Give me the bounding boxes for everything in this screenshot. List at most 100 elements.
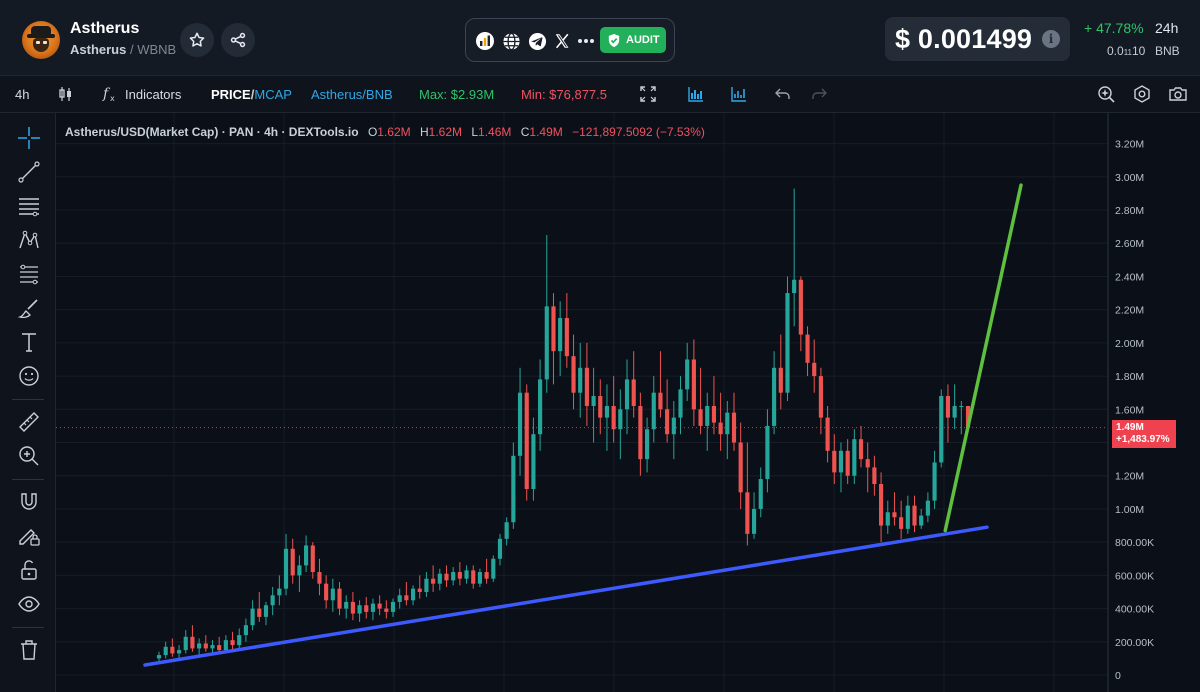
candle-body: [197, 643, 202, 649]
favorite-button[interactable]: [180, 23, 214, 57]
price-mcap-toggle[interactable]: PRICE/MCAP: [211, 87, 292, 102]
candle-body: [324, 583, 329, 601]
candle-body: [691, 359, 696, 410]
y-tick-label: 2.80M: [1115, 205, 1144, 217]
candle: [190, 625, 195, 652]
candle: [404, 582, 409, 606]
crosshair-icon[interactable]: [16, 125, 42, 151]
lock-pencil-icon[interactable]: [16, 523, 42, 549]
candle: [337, 582, 342, 616]
ruler-icon[interactable]: [16, 409, 42, 435]
dextools-icon[interactable]: [475, 31, 495, 51]
chart-type-icon[interactable]: [686, 84, 706, 104]
candle-body: [825, 417, 830, 451]
candle-body: [638, 405, 643, 460]
candlestick-chart[interactable]: 0 200.00K 400.00K 600.00K 800.00K 1.00M 1.20M 1…: [56, 113, 1200, 692]
magic-wand-icon[interactable]: [1096, 84, 1116, 104]
globe-icon[interactable]: [501, 31, 521, 51]
candle-body: [899, 517, 904, 529]
candle: [691, 339, 696, 426]
legend-high: 1.62M: [428, 125, 463, 139]
audit-label: AUDIT: [626, 34, 660, 46]
candle-body: [370, 603, 376, 612]
candle-body: [658, 392, 663, 410]
y-tick-label: 400.00K: [1115, 604, 1154, 616]
emoji-icon[interactable]: [16, 363, 42, 389]
candle-body: [965, 405, 971, 428]
candle-body: [879, 484, 884, 526]
candle: [805, 326, 810, 377]
candle: [865, 442, 870, 493]
candle: [872, 455, 877, 496]
audit-button[interactable]: AUDIT: [600, 27, 666, 53]
magnet-icon[interactable]: [16, 489, 42, 515]
interval-selector[interactable]: 4h: [15, 87, 30, 102]
indicators-button[interactable]: Indicators: [125, 87, 182, 102]
share-button[interactable]: [221, 23, 255, 57]
horizontal-lines-icon[interactable]: [16, 193, 42, 219]
candle-body: [925, 500, 930, 516]
price-chart[interactable]: 0 200.00K 400.00K 600.00K 800.00K 1.00M 1.20M 1…: [56, 113, 1200, 692]
telegram-icon[interactable]: [527, 31, 547, 51]
candle-body: [390, 601, 396, 612]
candle: [464, 565, 469, 584]
candle-body: [170, 646, 175, 654]
candle: [591, 367, 596, 443]
zoom-in-icon[interactable]: [16, 443, 42, 469]
candle-body: [410, 588, 416, 601]
y-tick-label: 1.20M: [1115, 471, 1144, 483]
candle: [932, 450, 937, 509]
candle-body: [591, 396, 596, 406]
candle-body: [203, 643, 208, 649]
legend-change: −121,897.5092 (−7.53%): [572, 125, 705, 139]
candle-body: [297, 565, 302, 576]
candle: [310, 542, 315, 579]
text-icon[interactable]: [16, 329, 42, 355]
candle: [638, 392, 643, 476]
candle-body: [792, 279, 797, 294]
unlock-icon[interactable]: [16, 557, 42, 583]
fullscreen-icon[interactable]: [638, 84, 658, 104]
price-change: + 47.78%: [1084, 20, 1144, 36]
y-tick-label: 1.80M: [1115, 371, 1144, 383]
candle: [183, 630, 188, 654]
undo-icon[interactable]: [773, 84, 793, 104]
trash-icon[interactable]: [16, 637, 42, 663]
legend-open: 1.62M: [377, 125, 411, 139]
candle: [484, 558, 489, 584]
candle-body: [571, 356, 576, 393]
candle: [277, 575, 282, 606]
candle: [437, 568, 442, 591]
price-tag-percent: +1,483.97%: [1116, 433, 1170, 445]
eye-icon[interactable]: [16, 591, 42, 617]
camera-icon[interactable]: [1168, 84, 1188, 104]
candle-body: [945, 396, 951, 418]
candle: [531, 417, 536, 501]
candle-body: [444, 573, 449, 581]
candle: [477, 568, 482, 587]
price-option[interactable]: PRICE: [211, 87, 251, 102]
candle-body: [511, 455, 516, 523]
candle-body: [785, 293, 790, 393]
pair-toggle[interactable]: Astherus/BNB: [311, 87, 393, 102]
candle: [551, 293, 556, 385]
candle-body: [457, 572, 462, 579]
brush-icon[interactable]: [16, 295, 42, 321]
info-icon[interactable]: i: [1042, 30, 1060, 48]
candle-type-icon[interactable]: [56, 84, 76, 104]
candle-body: [304, 545, 309, 566]
fib-retracement-icon[interactable]: [16, 261, 42, 287]
pattern-icon[interactable]: [16, 227, 42, 253]
pair-suffix: / WBNB: [129, 42, 177, 57]
token-pair: Astherus / WBNB: [70, 42, 176, 57]
candle: [631, 351, 636, 418]
more-icon[interactable]: [576, 31, 596, 51]
compare-chart-icon[interactable]: [729, 84, 749, 104]
redo-icon[interactable]: [809, 84, 829, 104]
mcap-option[interactable]: MCAP: [254, 87, 292, 102]
svg-text:x: x: [110, 94, 115, 103]
trend-line-icon[interactable]: [16, 159, 42, 185]
settings-icon[interactable]: [1132, 84, 1152, 104]
x-icon[interactable]: [552, 31, 572, 51]
